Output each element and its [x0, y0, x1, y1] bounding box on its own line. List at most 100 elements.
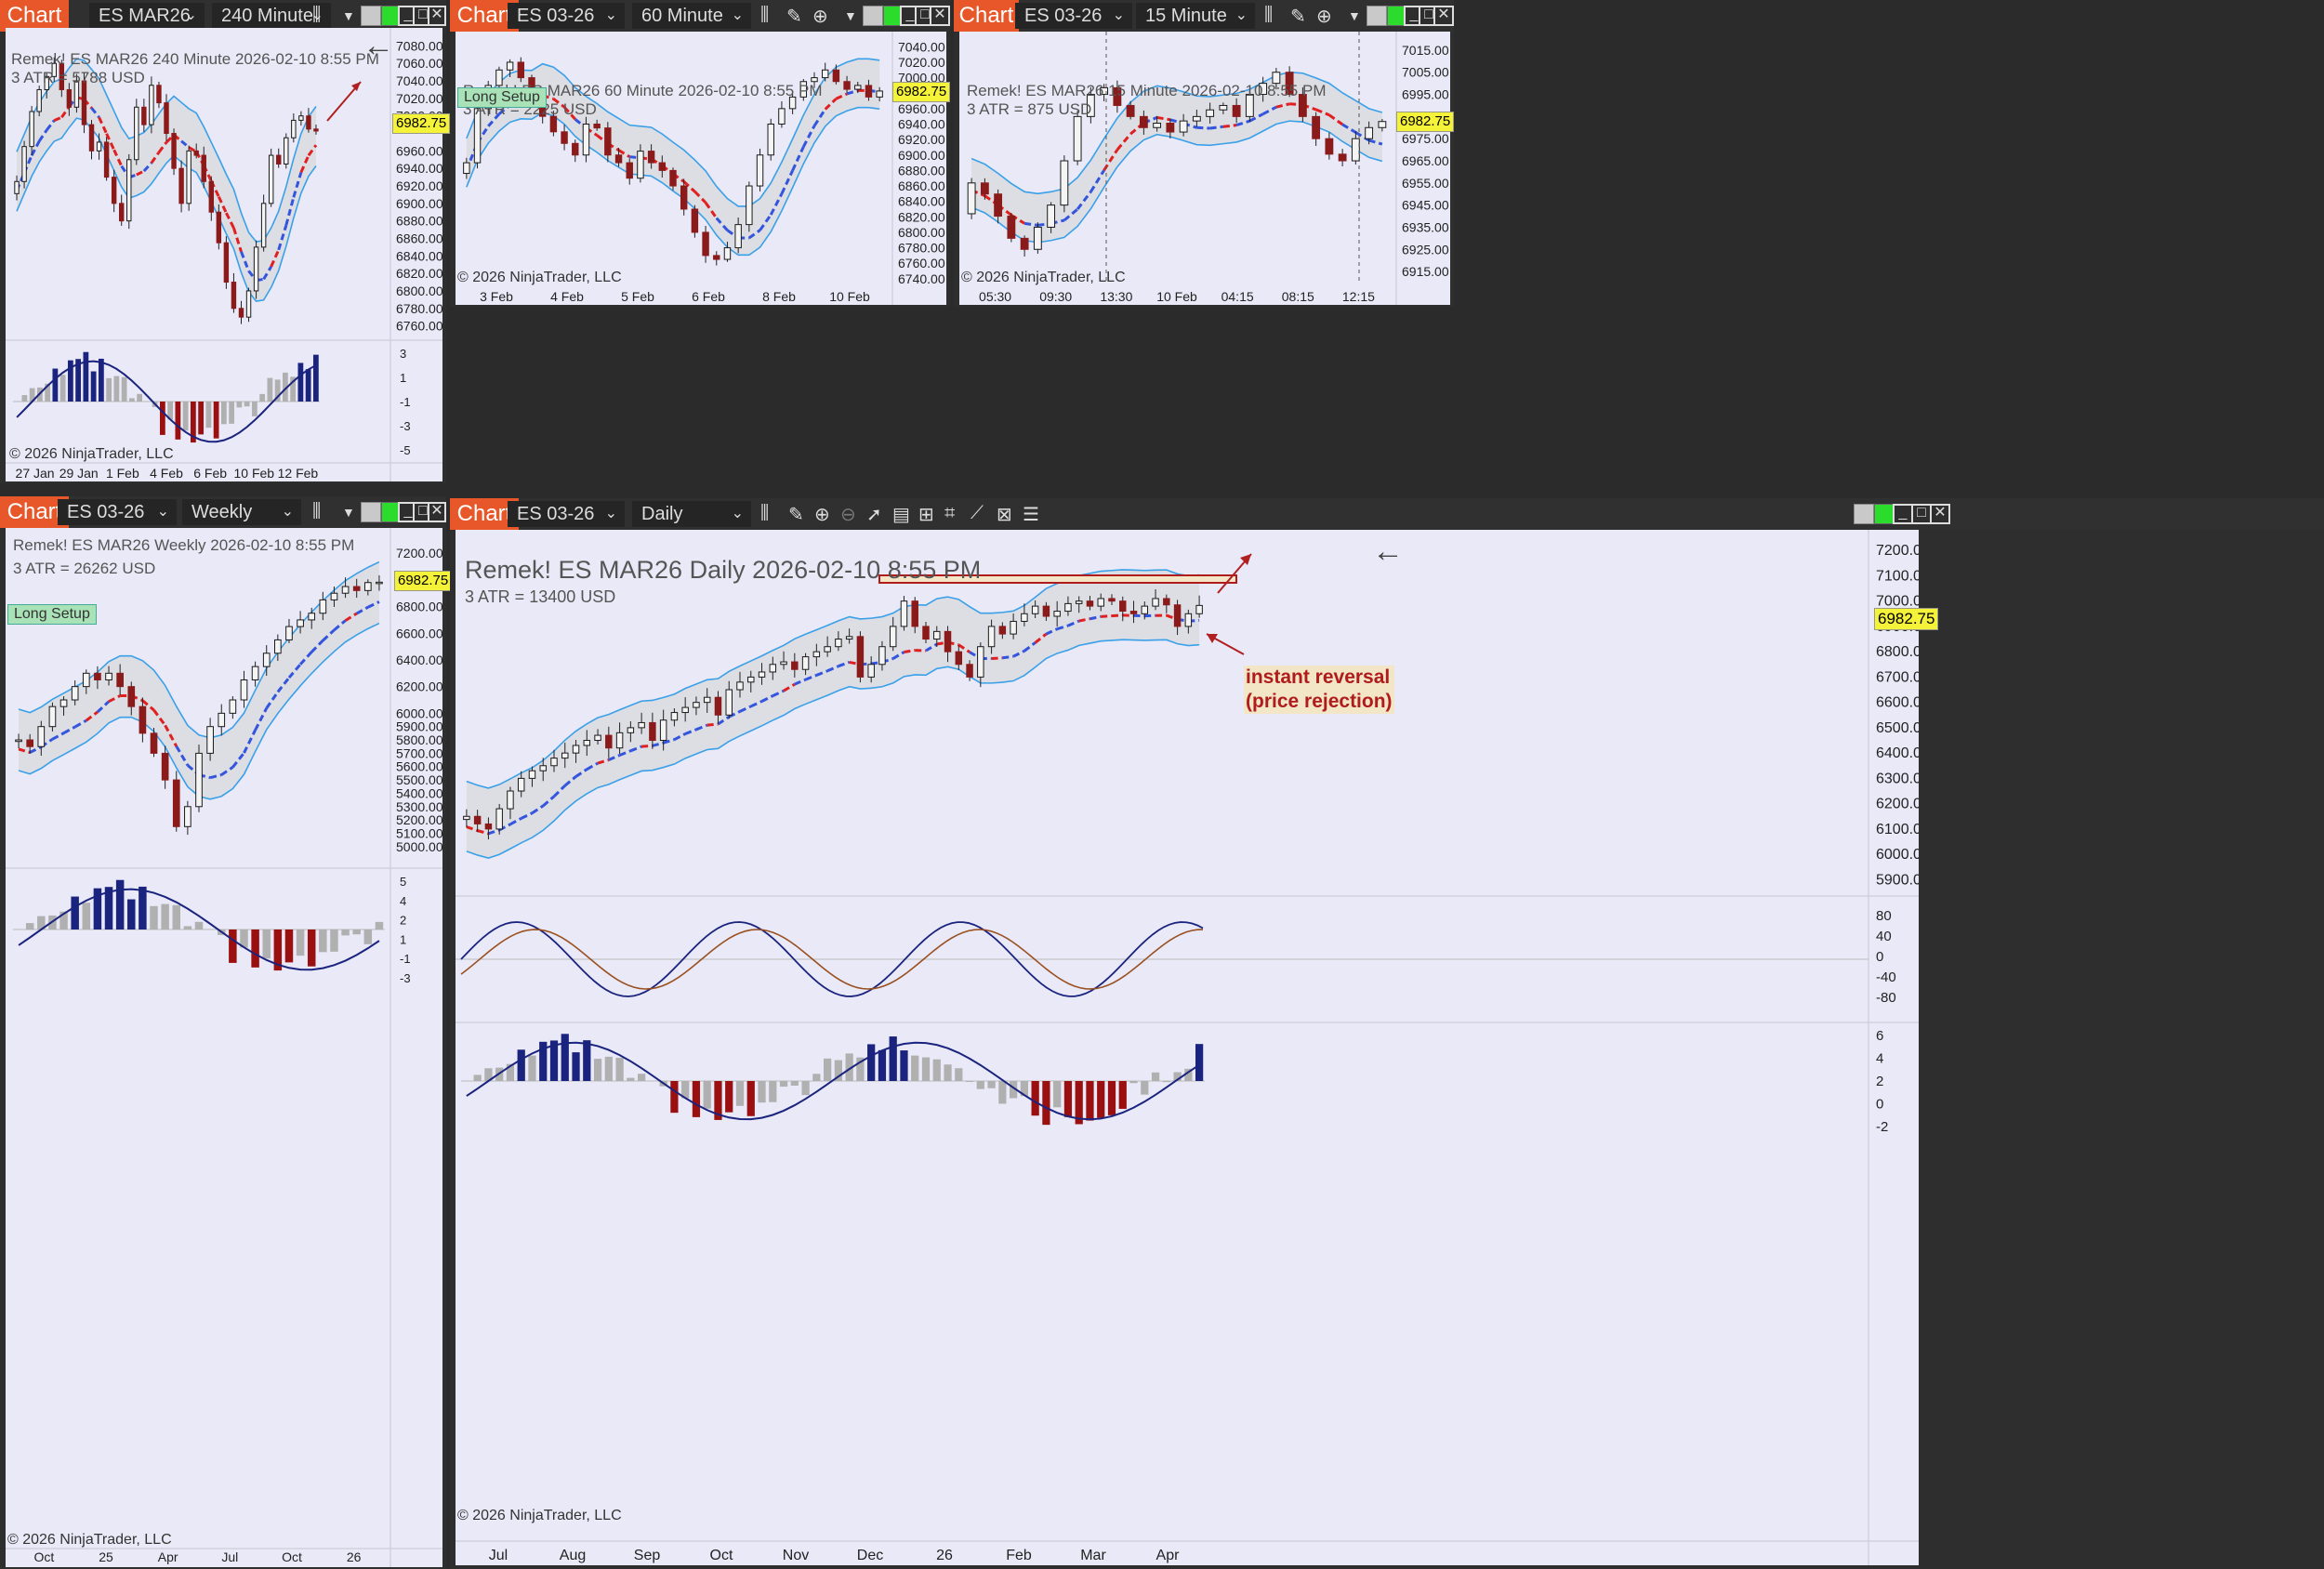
list-icon[interactable]: ☰: [1023, 505, 1039, 525]
chart-tab[interactable]: Chart: [0, 496, 69, 528]
x-tick-label: 12:15: [1342, 289, 1375, 304]
trend-midline-segment: [292, 171, 303, 198]
chart-tab[interactable]: Chart: [954, 0, 1019, 32]
chart-plot-daily[interactable]: 7200.007100.007000.006900.006800.006700.…: [456, 530, 1939, 1565]
link-color-button[interactable]: [361, 6, 381, 26]
dropdown-arrow-icon[interactable]: ▼: [844, 8, 857, 23]
chevron-down-icon: ⌄: [604, 7, 617, 23]
pencil-icon[interactable]: ✎: [1290, 7, 1306, 27]
histogram-bar: [167, 402, 174, 420]
bar-type-icon[interactable]: ⫼: [760, 503, 770, 523]
link-color-button[interactable]: [1854, 504, 1874, 524]
trend-midline-segment: [1222, 124, 1237, 128]
bar-type-icon[interactable]: ⫼: [760, 5, 770, 25]
instrument-selector[interactable]: ES 03-26 ⌄: [58, 499, 177, 525]
candle-body: [284, 137, 289, 165]
back-arrow-icon[interactable]: ←: [363, 28, 394, 63]
bar-type-icon[interactable]: ⫼: [312, 501, 322, 521]
chart-plot-weekly[interactable]: 7200.007000.006800.006600.006400.006200.…: [6, 528, 453, 1567]
y-tick-label: 6400.00: [396, 653, 442, 667]
link-color-button[interactable]: [361, 502, 381, 522]
pencil-icon[interactable]: ✎: [786, 7, 802, 27]
histogram-bar: [67, 360, 73, 402]
chart-plot-60min[interactable]: 7040.00 7020.00 7000.00 6960.00 6940.00 6920.…: [456, 32, 951, 305]
minimize-button[interactable]: _: [1893, 504, 1913, 524]
chart-tab[interactable]: Chart: [450, 0, 519, 32]
interval-selector[interactable]: 240 Minute ⌄: [212, 3, 331, 29]
instrument-selector[interactable]: ES 03-26 ⌄: [1015, 3, 1132, 29]
back-arrow-icon[interactable]: ←: [1372, 534, 1404, 569]
trend-midline-segment: [728, 710, 741, 719]
templates-icon[interactable]: ⊠: [997, 505, 1012, 525]
candle-body: [1184, 613, 1193, 627]
zoom-in-icon[interactable]: ⊕: [1316, 7, 1332, 27]
close-button[interactable]: ✕: [1930, 504, 1950, 524]
zoom-in-icon[interactable]: ⊕: [812, 7, 828, 27]
dropdown-arrow-icon[interactable]: ▼: [1348, 8, 1361, 23]
trend-midline-segment: [617, 149, 631, 158]
indicators-icon[interactable]: ⌗: [944, 503, 956, 523]
chart-plot-15min[interactable]: 7015.007005.006995.006985.006975.006965.…: [959, 32, 1455, 305]
interval-selector[interactable]: Daily ⌄: [632, 501, 751, 527]
link-color-button[interactable]: [863, 6, 883, 26]
interval-selector[interactable]: 60 Minute ⌄: [632, 3, 751, 29]
dropdown-arrow-icon[interactable]: ▼: [342, 8, 355, 23]
pointer-icon[interactable]: ➚: [866, 505, 882, 525]
lower-band-line: [466, 639, 1200, 859]
candle-body: [528, 770, 536, 779]
candle-body: [911, 600, 918, 627]
instrument-selector[interactable]: ES 03-26 ⌄: [508, 3, 625, 29]
candle-body: [1053, 611, 1061, 617]
trend-midline-segment: [108, 694, 121, 704]
zoom-out-icon[interactable]: ⊖: [840, 505, 856, 525]
y-tick-label: 0: [1876, 949, 1883, 965]
close-button[interactable]: ✕: [428, 6, 446, 26]
trend-midline-segment: [232, 227, 243, 253]
chart-plot-240min[interactable]: 7080.007060.007040.007020.007000.006960.…: [6, 28, 451, 481]
zoom-in-icon[interactable]: ⊕: [814, 505, 830, 525]
candle-body: [150, 732, 158, 754]
y-tick-label: 5300.00: [396, 799, 442, 814]
close-button[interactable]: ✕: [428, 502, 446, 522]
candle-body: [484, 823, 493, 830]
candle-body: [1259, 83, 1268, 96]
strategies-icon[interactable]: ⟋: [971, 503, 984, 523]
maximize-button[interactable]: □: [1911, 504, 1932, 524]
dropdown-arrow-icon[interactable]: ▼: [342, 505, 355, 520]
histogram-bar: [834, 1060, 842, 1081]
trend-midline-segment: [152, 709, 166, 727]
interval-selector[interactable]: 15 Minute ⌄: [1136, 3, 1255, 29]
bar-type-icon[interactable]: ⫼: [312, 5, 322, 25]
chart-tab[interactable]: Chart: [0, 0, 69, 32]
instrument-selector[interactable]: ES MAR26 ⌄: [89, 3, 205, 29]
interval-selector[interactable]: Weekly ⌄: [182, 499, 301, 525]
x-tick-label: Oct: [33, 1549, 54, 1564]
close-button[interactable]: ✕: [930, 6, 950, 26]
chart-tab[interactable]: Chart: [450, 498, 519, 530]
x-tick-label: Oct: [282, 1549, 302, 1564]
link-color-button[interactable]: [1367, 6, 1387, 26]
properties-icon[interactable]: ⊞: [918, 505, 934, 525]
histogram-bar: [1075, 1081, 1083, 1125]
bar-type-icon[interactable]: ⫼: [1264, 5, 1274, 25]
data-box-icon[interactable]: ▤: [892, 505, 910, 525]
trend-midline-segment: [1196, 125, 1210, 130]
instrument-selector[interactable]: ES 03-26 ⌄: [508, 501, 625, 527]
close-button[interactable]: ✕: [1433, 6, 1454, 26]
trend-midline-segment: [1089, 614, 1102, 621]
candle-body: [1100, 86, 1109, 96]
x-tick-label: 10 Feb: [1156, 289, 1197, 304]
pencil-icon[interactable]: ✎: [788, 505, 804, 525]
histogram-bar: [113, 376, 120, 402]
candle-body: [96, 141, 102, 152]
candle-body: [81, 80, 87, 125]
link-color-button[interactable]: [1874, 504, 1895, 524]
y-tick-label: 6920.00: [396, 178, 442, 193]
candle-body: [517, 777, 525, 792]
histogram-bar: [506, 1063, 515, 1081]
trend-midline-segment: [801, 125, 816, 148]
candle-body: [572, 745, 580, 754]
histogram-bar: [182, 402, 189, 431]
trend-midline-segment: [30, 140, 41, 156]
chart-window-15min: Chart ES 03-26 ⌄ 15 Minute ⌄ ⫼ ✎ ⊕ ▼ _ □ ✕…: [954, 0, 1455, 307]
